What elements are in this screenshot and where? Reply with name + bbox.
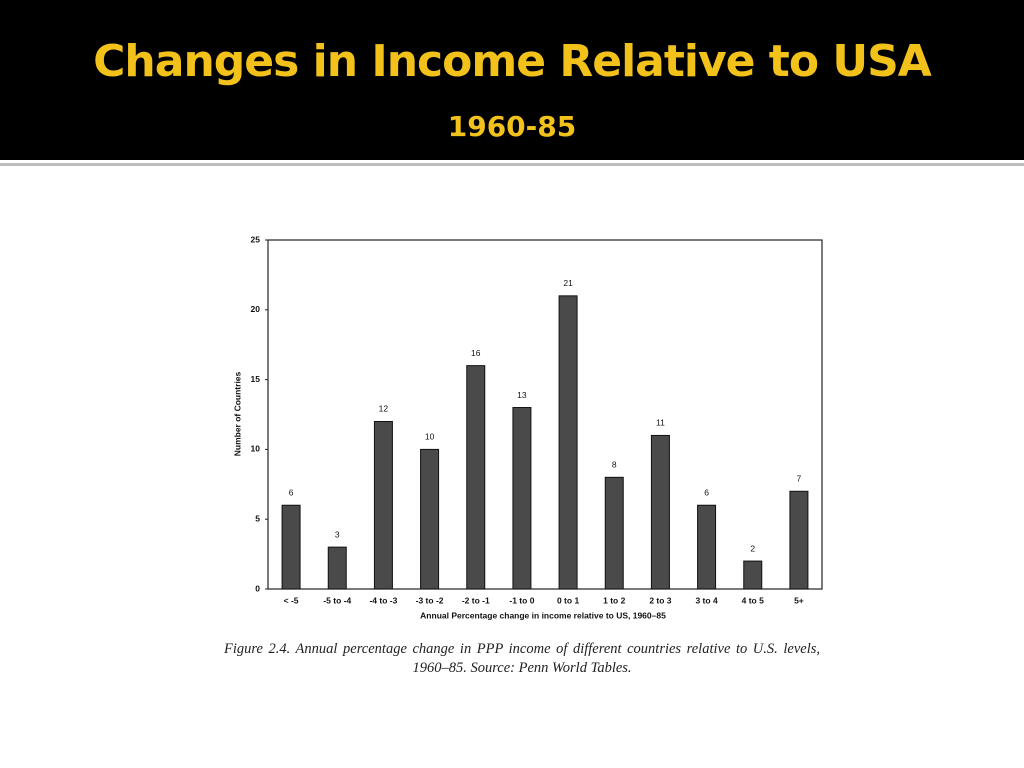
data-label: 8 bbox=[612, 460, 617, 470]
data-label: 21 bbox=[563, 278, 573, 288]
bar bbox=[743, 560, 763, 590]
y-tick-label: 15 bbox=[251, 374, 261, 384]
data-label: 16 bbox=[471, 348, 481, 358]
data-label: 12 bbox=[379, 404, 389, 414]
bar bbox=[650, 434, 670, 590]
data-label: 11 bbox=[656, 418, 665, 428]
header-rule bbox=[0, 163, 1024, 166]
x-tick-label: -4 to -3 bbox=[369, 595, 397, 605]
y-tick-label: 25 bbox=[251, 234, 261, 244]
y-tick-label: 10 bbox=[251, 444, 261, 454]
y-tick-label: 5 bbox=[255, 513, 260, 523]
bar bbox=[466, 365, 486, 590]
x-tick-label: < -5 bbox=[284, 595, 299, 605]
bar bbox=[327, 546, 347, 590]
x-tick-label: 5+ bbox=[794, 595, 804, 605]
y-axis-label: Number of Countries bbox=[232, 371, 242, 456]
bar bbox=[558, 295, 578, 590]
x-tick-label: -3 to -2 bbox=[416, 595, 444, 605]
data-label: 10 bbox=[425, 432, 435, 442]
y-tick-label: 0 bbox=[255, 583, 260, 593]
bar bbox=[512, 407, 532, 590]
bar bbox=[697, 504, 717, 590]
bar bbox=[789, 490, 809, 590]
data-label: 3 bbox=[335, 529, 340, 539]
x-tick-label: 3 to 4 bbox=[695, 595, 717, 605]
plot-frame bbox=[267, 239, 823, 590]
bar bbox=[373, 420, 393, 590]
header-band bbox=[0, 0, 1024, 160]
bar bbox=[281, 504, 301, 590]
slide-subtitle: 1960-85 bbox=[447, 110, 577, 143]
x-tick-label: -1 to 0 bbox=[509, 595, 534, 605]
x-tick-label: -5 to -4 bbox=[323, 595, 351, 605]
x-tick-label: 2 to 3 bbox=[649, 595, 671, 605]
slide-title: Changes in Income Relative to USA bbox=[93, 36, 932, 87]
x-axis-label: Annual Percentage change in income relat… bbox=[420, 610, 666, 620]
x-tick-label: -2 to -1 bbox=[462, 595, 490, 605]
data-label: 13 bbox=[517, 390, 527, 400]
bar bbox=[604, 476, 624, 590]
data-label: 6 bbox=[289, 487, 294, 497]
x-tick-label: 0 to 1 bbox=[557, 595, 579, 605]
data-label: 2 bbox=[750, 543, 755, 553]
x-tick-label: 1 to 2 bbox=[603, 595, 625, 605]
data-label: 6 bbox=[704, 487, 709, 497]
data-label: 7 bbox=[797, 474, 802, 484]
figure-caption: Figure 2.4. Annual percentage change in … bbox=[224, 641, 820, 676]
y-tick-label: 20 bbox=[251, 304, 261, 314]
x-tick-label: 4 to 5 bbox=[742, 595, 764, 605]
bar bbox=[420, 448, 440, 590]
